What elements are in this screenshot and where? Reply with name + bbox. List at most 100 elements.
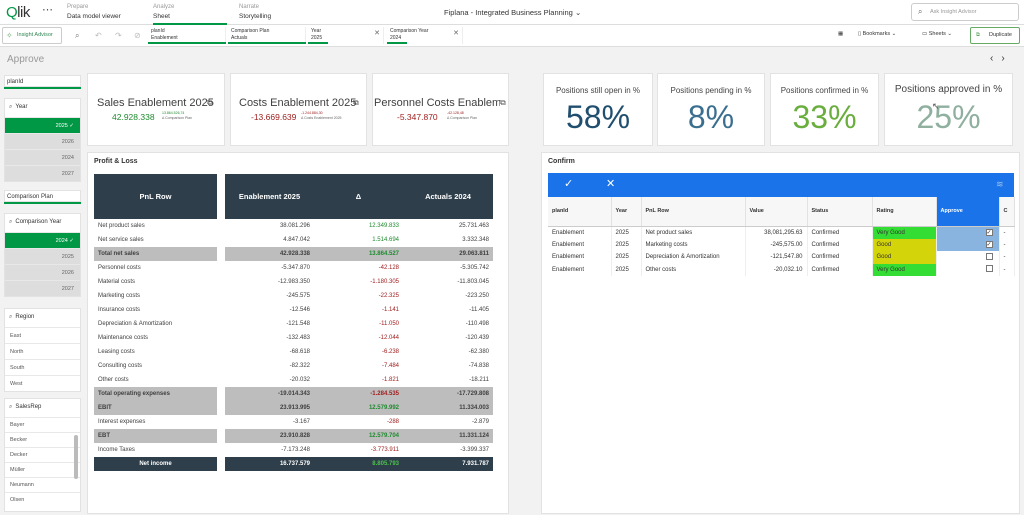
approve-checkbox[interactable]: ✓ [985,229,993,236]
approve-checkbox[interactable] [985,265,993,273]
selection-value: 2024 [390,35,402,41]
cancel-icon[interactable]: ✕ [606,178,616,190]
list-item[interactable]: North [5,343,80,359]
kpi-value: 8% [687,99,735,135]
approve-cell: ✓ [936,226,1000,239]
pnl-row-label: Total operating expenses [94,387,217,401]
list-item[interactable]: West [5,375,80,391]
selection-field: Comparison Plan [231,28,270,34]
column-header[interactable]: planId [548,197,612,227]
filter-header[interactable]: ⌕ Comparison Year [5,214,80,232]
selection-year[interactable]: Year 2025 ✕ [308,27,384,44]
grid-icon[interactable]: ▦ [838,31,844,37]
column-header[interactable]: Value [745,197,808,227]
selection-value: Enablement [151,35,178,41]
list-item[interactable]: 2027 [5,165,80,181]
tab-kicker: Analyze [153,4,175,10]
pnl-cell: -42.128 [378,265,399,271]
smart-search-icon[interactable]: ⌕ [75,31,80,40]
list-item[interactable]: Decker [5,447,80,462]
external-link-icon[interactable]: ⧉ [207,98,213,107]
filter-comparison-plan[interactable]: Comparison Plan [4,190,81,202]
column-header[interactable]: Rating [872,197,937,227]
table-row[interactable]: Enablement 2025 Depreciation & Amortizatio… [548,251,1015,264]
pnl-cell: 12.349.833 [368,223,399,229]
list-item[interactable]: Bayer [5,417,80,432]
column-header[interactable]: Actuals 2024 [403,174,493,219]
column-header[interactable]: C [999,197,1015,227]
filter-planid[interactable]: planId [4,75,81,87]
column-header[interactable]: PnL Row [641,197,746,227]
selection-planid[interactable]: planId Enablement [148,27,226,44]
table-row[interactable]: Enablement 2025 Other costs -20,032.10 Confi… [548,263,1015,276]
close-icon[interactable]: ✕ [374,30,380,37]
bookmarks-button[interactable]: ▯ Bookmarks ⌄ [858,31,897,37]
table-row[interactable]: Enablement 2025 Marketing costs -245,575.00… [548,238,1015,251]
prev-sheet-icon[interactable]: ‹ [990,53,1002,64]
external-link-icon[interactable]: ⧉ [353,98,359,107]
selection-comparison-plan[interactable]: Comparison Plan Actuals [228,27,306,44]
column-header[interactable]: Δ [314,174,403,219]
column-header[interactable]: Enablement 2025 [225,174,314,219]
tab-narrate[interactable]: Narrate Storytelling [239,3,299,25]
confirm-title: Confirm [548,158,575,165]
list-item[interactable]: 2025 [5,248,80,264]
pnl-cell: -1.821 [381,377,399,383]
list-item[interactable]: Müller [5,462,80,477]
list-item[interactable]: South [5,359,80,375]
check-icon[interactable]: ✓ [564,178,574,190]
filter-label: SalesRep [15,404,42,410]
kpi-sub-value: -1.244.884,30 [301,111,323,115]
list-item[interactable]: 2025 ✓ [5,117,80,133]
tab-prepare[interactable]: Prepare Data model viewer [67,3,127,25]
approve-checkbox[interactable] [985,252,993,260]
pnl-cell: -12.546 [289,307,310,313]
menu-icon[interactable]: ⋯ [42,4,53,16]
tab-analyze[interactable]: Analyze Sheet [153,3,227,25]
sheets-button[interactable]: ▭ Sheets ⌄ [922,31,952,37]
confirm-table: planId Year PnL Row Value Status Rating … [548,197,1015,276]
layers-icon[interactable]: ≋ [996,179,1004,189]
next-sheet-icon[interactable]: › [1001,53,1013,64]
app-title-text: Fiplana - Integrated Business Planning [444,8,573,17]
list-item[interactable]: 2027 [5,280,80,296]
list-item[interactable]: Becker [5,432,80,447]
list-item[interactable]: Olsen [5,492,80,507]
step-back-icon[interactable]: ↶ [95,31,102,40]
selection-bar [387,42,407,44]
filter-header[interactable]: ⌕ Region [5,309,80,327]
clear-selections-icon[interactable]: ⊘ [134,31,141,40]
step-forward-icon[interactable]: ↷ [115,31,122,40]
close-icon[interactable]: ✕ [453,30,459,37]
pnl-row-label: Personnel costs [98,265,141,271]
filter-header[interactable]: ⌕ SalesRep [5,399,80,417]
column-header[interactable]: Status [807,197,873,227]
list-item[interactable]: East [5,327,80,343]
external-link-icon[interactable]: ⧉ [500,98,506,107]
list-item[interactable]: 2026 [5,264,80,280]
app-title[interactable]: Fiplana - Integrated Business Planning ⌄ [444,8,581,17]
pnl-cell: -1.180.305 [370,279,399,285]
search-icon: ⌕ [918,7,923,16]
pnl-cell: 7.931.787 [403,457,493,471]
approve-checkbox[interactable]: ✓ [985,241,993,249]
column-header[interactable]: Year [611,197,642,227]
list-item[interactable]: Neumann [5,477,80,492]
column-header[interactable]: PnL Row [94,174,217,219]
ask-insight-advisor-input[interactable]: ⌕ Ask Insight Advisor [911,3,1019,21]
confirm-table-body: Enablement 2025 Net product sales 38,081,29… [548,226,1015,276]
list-item[interactable]: 2024 [5,149,80,165]
duplicate-button[interactable]: ⧉ Duplicate [970,27,1020,44]
list-item[interactable]: 2024 ✓ [5,232,80,248]
scrollbar[interactable] [74,435,78,479]
pnl-cell: -245.575 [286,293,310,299]
filter-header[interactable]: ⌕ Year [5,99,80,117]
column-header[interactable]: Approve [936,197,1000,227]
table-row[interactable]: Enablement 2025 Net product sales 38,081,29… [548,226,1015,239]
list-item[interactable]: 2026 [5,133,80,149]
selection-field: planId [151,28,165,34]
kpi-sales-enablement: Sales Enablement 2025 ⧉ 42.928.338 13.86… [87,73,225,146]
qlik-logo[interactable]: Qlik [6,4,30,21]
insight-advisor-button[interactable]: ✧ Insight Advisor [2,27,62,44]
selection-comparison-year[interactable]: Comparison Year 2024 ✕ [387,27,463,44]
